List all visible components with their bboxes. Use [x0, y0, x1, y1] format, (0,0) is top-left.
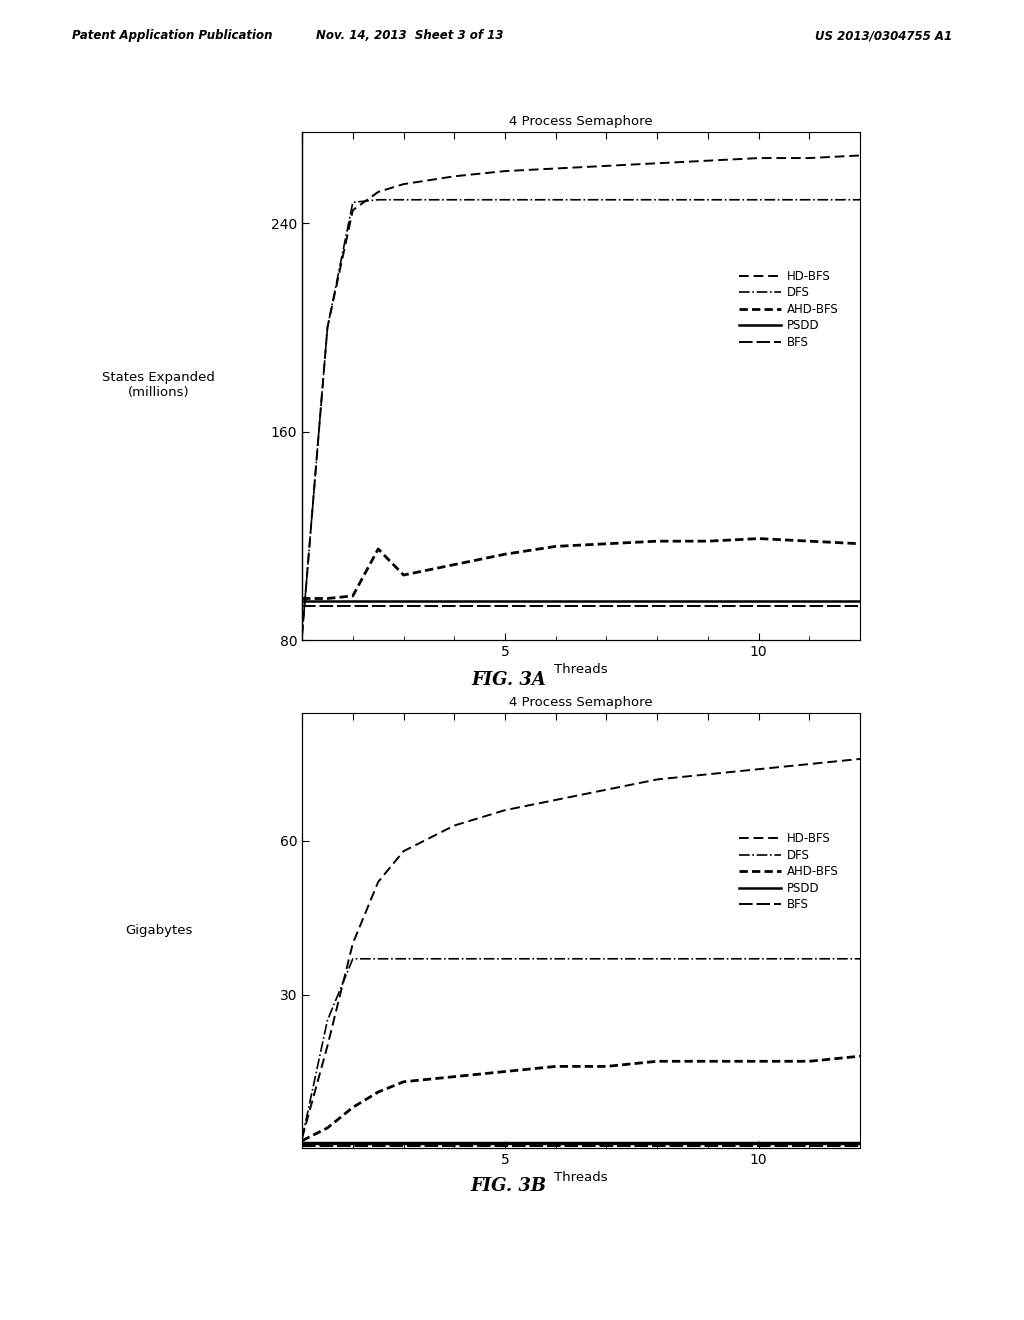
X-axis label: Threads: Threads — [554, 1171, 608, 1184]
Text: States Expanded
(millions): States Expanded (millions) — [102, 371, 215, 400]
Title: 4 Process Semaphore: 4 Process Semaphore — [509, 696, 653, 709]
Text: US 2013/0304755 A1: US 2013/0304755 A1 — [815, 29, 952, 42]
Text: Gigabytes: Gigabytes — [125, 924, 193, 937]
Title: 4 Process Semaphore: 4 Process Semaphore — [509, 115, 653, 128]
Legend: HD-BFS, DFS, AHD-BFS, PSDD, BFS: HD-BFS, DFS, AHD-BFS, PSDD, BFS — [734, 265, 843, 354]
Text: FIG. 3A: FIG. 3A — [471, 671, 547, 689]
Text: FIG. 3B: FIG. 3B — [471, 1177, 547, 1196]
Legend: HD-BFS, DFS, AHD-BFS, PSDD, BFS: HD-BFS, DFS, AHD-BFS, PSDD, BFS — [734, 828, 843, 916]
X-axis label: Threads: Threads — [554, 663, 608, 676]
Text: Nov. 14, 2013  Sheet 3 of 13: Nov. 14, 2013 Sheet 3 of 13 — [316, 29, 503, 42]
Text: Patent Application Publication: Patent Application Publication — [72, 29, 272, 42]
